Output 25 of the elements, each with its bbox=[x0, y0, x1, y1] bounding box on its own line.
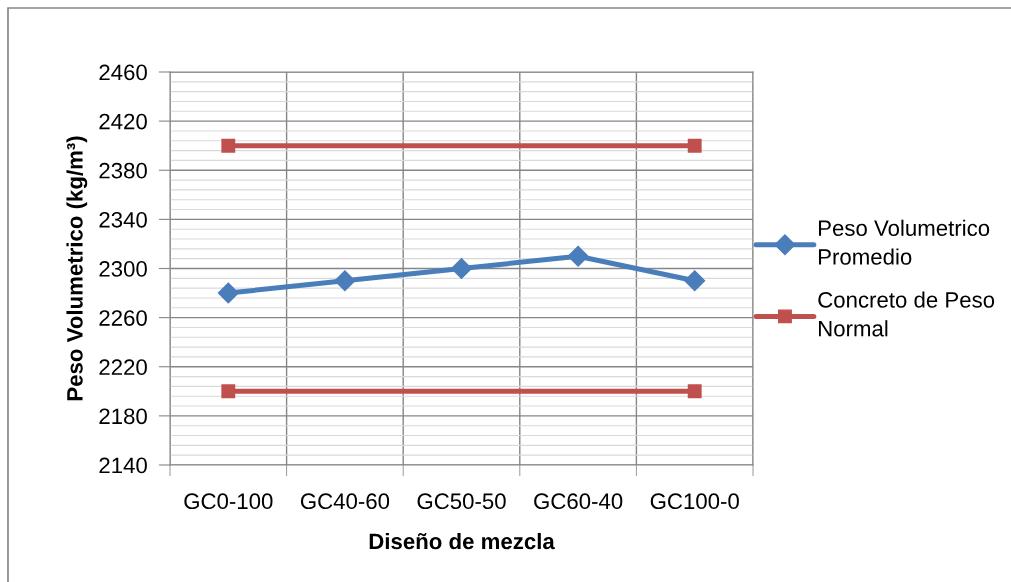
point bbox=[221, 384, 236, 399]
x-axis-title: Diseño de mezcla bbox=[369, 532, 555, 550]
y-tick-label: 2260 bbox=[99, 310, 147, 326]
point bbox=[684, 270, 706, 292]
y-tick-label: 2340 bbox=[99, 211, 147, 228]
x-tick-label: GC60-40 bbox=[534, 493, 623, 510]
y-tick-label: 2140 bbox=[99, 457, 147, 474]
y-tick-label: 2220 bbox=[99, 359, 147, 376]
legend-label: Peso Volumetrico Promedio bbox=[818, 219, 990, 265]
y-tick-label: 2300 bbox=[99, 261, 147, 277]
x-tick-label: GC0-100 bbox=[184, 493, 273, 510]
legend-label: Concreto de Peso Normal bbox=[818, 291, 995, 337]
point bbox=[567, 245, 589, 267]
y-tick-label: 2420 bbox=[99, 113, 147, 130]
y-tick-label: 2460 bbox=[99, 64, 147, 81]
y-axis-title: Peso Volumetrico (kg/m³) bbox=[66, 136, 88, 401]
y-tick-label: 2380 bbox=[99, 162, 147, 179]
point bbox=[217, 282, 239, 304]
x-tick-label: GC100-0 bbox=[650, 493, 739, 510]
y-tick-label: 2180 bbox=[99, 408, 147, 425]
x-tick-label: GC50-50 bbox=[417, 493, 506, 510]
point bbox=[334, 270, 356, 292]
x-tick-label: GC40-60 bbox=[300, 493, 390, 510]
point bbox=[450, 257, 473, 280]
point bbox=[221, 138, 236, 153]
